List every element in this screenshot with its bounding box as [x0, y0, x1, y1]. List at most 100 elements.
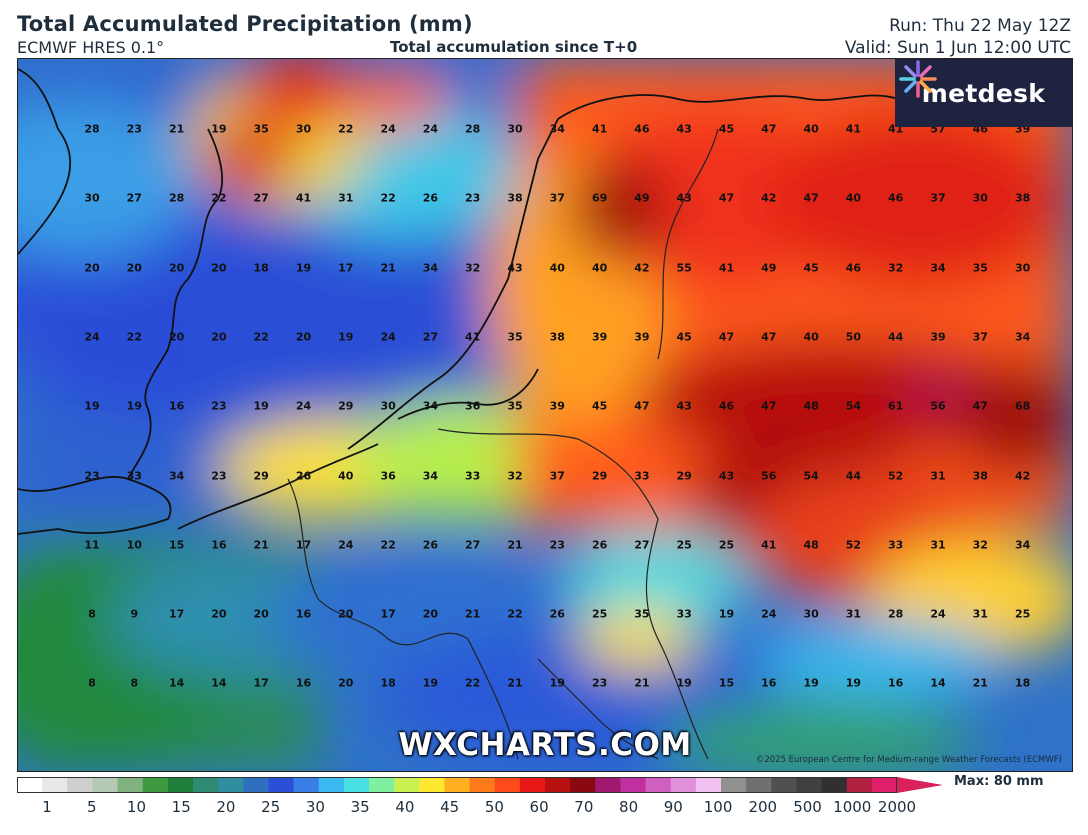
grid-value: 21 [507, 538, 523, 552]
color-scale-tick-label: 90 [663, 798, 683, 816]
grid-value: 34 [422, 399, 439, 413]
grid-value: 32 [507, 469, 523, 482]
grid-value: 24 [295, 399, 312, 413]
color-scale-swatch [494, 777, 521, 793]
grid-value: 39 [634, 330, 650, 344]
logo-text: metdesk [921, 78, 1046, 108]
grid-value: 21 [634, 676, 650, 690]
grid-value: 48 [803, 538, 819, 552]
color-scale-swatch [721, 777, 747, 793]
color-scale-swatch [545, 777, 571, 793]
grid-value: 27 [422, 330, 439, 344]
grid-value: 10 [126, 538, 142, 552]
color-scale-swatch [142, 777, 169, 793]
grid-value: 30 [380, 399, 396, 413]
metdesk-logo: metdesk [895, 59, 1072, 127]
grid-value: 29 [253, 469, 269, 482]
grid-value: 31 [338, 191, 354, 205]
grid-value: 39 [549, 399, 565, 413]
grid-value: 48 [803, 399, 819, 413]
grid-value: 14 [168, 676, 185, 690]
grid-value: 27 [126, 191, 142, 205]
grid-value: 45 [591, 399, 608, 413]
color-scale-tick-label: 500 [793, 798, 822, 816]
grid-value: 16 [211, 538, 227, 552]
grid-value: 27 [253, 191, 269, 205]
grid-value: 34 [422, 261, 439, 275]
grid-value: 21 [507, 676, 523, 690]
grid-value: 32 [972, 538, 988, 552]
grid-value: 25 [1014, 607, 1031, 621]
grid-value: 40 [803, 122, 819, 136]
grid-value: 17 [253, 676, 269, 690]
model-label: ECMWF HRES 0.1° [17, 38, 165, 57]
grid-value: 23 [84, 469, 100, 482]
grid-value: 47 [761, 330, 777, 344]
chart-title: Total Accumulated Precipitation (mm) [17, 12, 473, 36]
max-value-label: Max: 80 mm [954, 774, 1044, 789]
grid-value: 32 [888, 261, 904, 275]
grid-value: 35 [972, 261, 988, 275]
grid-value: 20 [211, 607, 227, 621]
grid-value: 32 [465, 261, 481, 275]
grid-value: 21 [380, 261, 396, 275]
grid-value: 8 [88, 676, 96, 690]
grid-value: 22 [253, 330, 269, 344]
grid-value: 14 [211, 676, 227, 690]
color-scale-swatch [369, 777, 395, 793]
grid-value: 46 [888, 191, 904, 205]
grid-value: 24 [422, 122, 439, 136]
grid-value: 37 [549, 191, 565, 205]
grid-value: 69 [591, 191, 608, 205]
color-scale-extend-arrow [897, 777, 943, 793]
grid-value: 25 [591, 607, 608, 621]
grid-value: 23 [126, 122, 142, 136]
grid-value: 45 [803, 261, 819, 275]
color-scale-swatch [293, 777, 320, 793]
grid-value: 47 [718, 191, 735, 205]
color-scale-swatch [243, 777, 270, 793]
grid-value: 56 [930, 399, 946, 413]
grid-value: 26 [591, 538, 608, 552]
grid-value: 16 [168, 399, 185, 413]
color-scale-tick-label: 1000 [833, 798, 872, 816]
grid-value: 55 [676, 261, 692, 275]
grid-value: 45 [676, 330, 692, 344]
grid-value: 40 [845, 191, 862, 205]
grid-value: 28 [465, 122, 481, 136]
grid-value: 23 [465, 191, 481, 205]
grid-value: 18 [1014, 676, 1031, 690]
grid-value: 26 [422, 538, 439, 552]
color-scale-swatch [42, 777, 68, 793]
grid-value: 25 [676, 538, 692, 552]
grid-value: 22 [465, 676, 481, 690]
grid-value: 22 [380, 191, 396, 205]
grid-value: 33 [676, 607, 692, 621]
grid-value: 31 [845, 607, 862, 621]
color-scale-swatch [343, 777, 370, 793]
grid-value: 35 [507, 399, 523, 413]
color-scale-swatch [746, 777, 772, 793]
color-scale-swatch [871, 777, 898, 793]
grid-value: 20 [126, 261, 142, 275]
grid-value: 34 [549, 122, 565, 136]
grid-value: 22 [211, 191, 227, 205]
grid-value: 19 [253, 399, 269, 413]
color-scale-swatch [92, 777, 119, 793]
grid-value: 40 [549, 261, 565, 275]
grid-value: 30 [84, 191, 100, 205]
grid-value: 19 [803, 676, 819, 690]
sparkle-icon [899, 60, 937, 98]
grid-value: 47 [972, 399, 988, 413]
grid-value: 40 [338, 469, 354, 482]
grid-value: 20 [168, 330, 185, 344]
color-scale-tick-label: 30 [305, 798, 325, 816]
run-time: Run: Thu 22 May 12Z [889, 16, 1071, 36]
grid-value: 40 [591, 261, 608, 275]
grid-value: 21 [465, 607, 481, 621]
grid-value: 20 [211, 261, 227, 275]
grid-value: 34 [168, 469, 185, 482]
color-scale-tick-label: 35 [350, 798, 370, 816]
grid-value: 22 [380, 538, 396, 552]
grid-value: 20 [253, 607, 269, 621]
